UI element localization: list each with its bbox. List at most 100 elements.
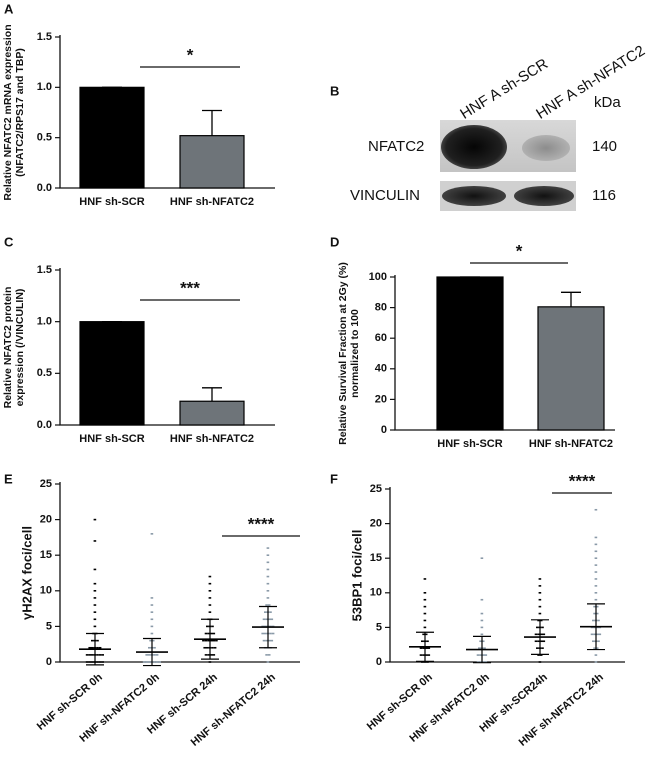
- y-axis-label: 53BP1 foci/cell: [349, 530, 364, 622]
- dot: [597, 640, 600, 643]
- dot: [537, 640, 540, 643]
- significance-label: *: [516, 241, 523, 260]
- dot: [267, 604, 271, 606]
- y-tick-label: 10: [370, 587, 382, 599]
- dot: [424, 654, 428, 656]
- bar: [179, 135, 245, 189]
- dot: [594, 598, 598, 601]
- y-tick-label: 20: [40, 514, 52, 526]
- x-tick-label: HNF sh-SCR: [79, 433, 144, 445]
- sd-bar: [201, 618, 219, 660]
- dot: [266, 547, 270, 549]
- dot: [101, 654, 104, 656]
- dot: [423, 661, 427, 663]
- panel-letter: F: [330, 471, 338, 486]
- dot: [142, 661, 146, 663]
- dot: [481, 661, 485, 663]
- dot: [424, 647, 428, 649]
- dot: [96, 646, 99, 649]
- dot: [207, 639, 210, 642]
- dot: [207, 632, 210, 635]
- dot: [150, 611, 154, 613]
- dot: [593, 605, 596, 608]
- dot: [421, 640, 424, 643]
- dot: [422, 647, 425, 649]
- dot: [265, 604, 268, 606]
- dot: [208, 604, 212, 606]
- dot: [91, 654, 94, 656]
- dot: [266, 661, 270, 663]
- dot: [266, 561, 270, 564]
- y-tick-label: 0.5: [37, 132, 52, 144]
- dot: [208, 590, 212, 592]
- dot: [91, 639, 94, 642]
- dot: [150, 618, 154, 621]
- dot: [151, 639, 155, 642]
- dot: [478, 647, 481, 649]
- y-tick-label: 20: [375, 393, 387, 405]
- dot: [98, 654, 102, 656]
- dot: [480, 557, 484, 559]
- dot: [96, 654, 99, 656]
- error-bar: [561, 291, 581, 307]
- dot: [539, 654, 543, 656]
- dot: [479, 661, 482, 663]
- dot: [539, 633, 543, 636]
- dot: [594, 550, 598, 553]
- y-axis-label: Relative NFATC2 mRNA expression: [2, 24, 14, 200]
- dot: [426, 661, 429, 663]
- y-axis-label: Relative NFATC2 protein: [2, 287, 14, 409]
- y-tick-label: 1.5: [37, 264, 52, 276]
- significance-label: ****: [569, 471, 596, 490]
- dot: [542, 633, 546, 636]
- dot: [538, 578, 542, 580]
- y-tick-label: 100: [369, 271, 387, 283]
- dot: [594, 585, 598, 587]
- dot: [480, 612, 484, 615]
- panel-letter: A: [4, 1, 14, 16]
- y-axis-label: Relative Survival Fraction at 2Gy (%): [337, 262, 349, 445]
- dot: [593, 633, 596, 636]
- dot: [265, 618, 268, 621]
- dot: [481, 654, 485, 656]
- y-tick-label: 60: [375, 332, 387, 344]
- sd-bar: [86, 632, 104, 666]
- dot: [537, 654, 540, 656]
- dot: [91, 661, 94, 663]
- dot: [271, 632, 275, 635]
- dot: [212, 632, 216, 635]
- dot: [423, 592, 427, 594]
- dot: [93, 590, 97, 592]
- dot: [207, 654, 210, 656]
- dot: [88, 654, 91, 656]
- dot: [422, 633, 425, 636]
- bar: [179, 400, 245, 426]
- dot: [479, 654, 482, 656]
- dot: [148, 654, 151, 656]
- y-axis-label: expression (/VINCULIN): [14, 289, 26, 407]
- dot: [269, 632, 272, 635]
- dot: [594, 543, 598, 546]
- dot: [265, 654, 268, 656]
- sd-bar: [587, 603, 605, 651]
- dot: [419, 647, 423, 649]
- error-bar: [202, 109, 222, 136]
- dot: [158, 661, 161, 663]
- dot: [595, 633, 599, 636]
- dot: [538, 612, 542, 615]
- dot: [484, 654, 488, 656]
- dot: [594, 654, 598, 656]
- dot: [204, 654, 208, 656]
- dot: [204, 632, 208, 635]
- dot: [267, 618, 271, 621]
- dot: [594, 571, 598, 573]
- blot-band: [442, 186, 506, 206]
- dot: [594, 508, 598, 511]
- dot: [93, 518, 97, 521]
- significance-label: *: [187, 45, 194, 64]
- y-tick-label: 1.0: [37, 316, 52, 328]
- dot: [480, 598, 484, 601]
- dot: [423, 619, 427, 622]
- blot-panel: B HNF A sh-SCR HNF A sh-NFATC2 kDa NFATC…: [330, 42, 648, 211]
